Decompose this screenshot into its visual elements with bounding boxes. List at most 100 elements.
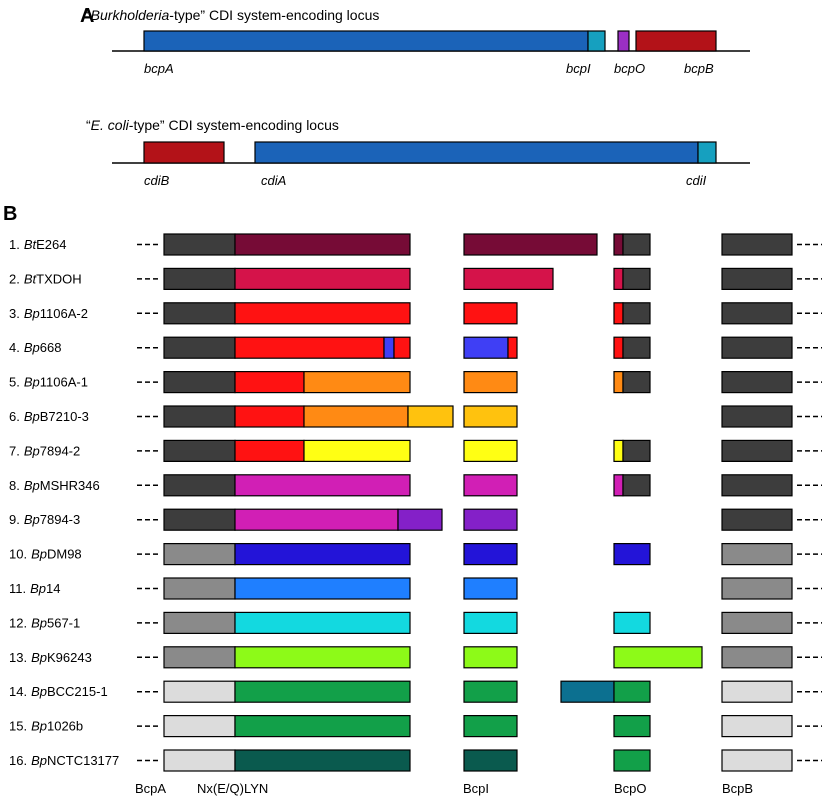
bcpB-block: [721, 474, 793, 497]
bcpI-block: [463, 611, 518, 635]
strain-row: 9. Bp7894-3: [9, 508, 822, 531]
strain-label: 8. BpMSHR346: [9, 478, 100, 493]
strain-label: 16. BpNCTC13177: [9, 753, 119, 768]
extra-gene-block: [560, 680, 615, 703]
bcpA-ct-segment: [393, 336, 411, 359]
gene-bcpI: [587, 30, 606, 52]
bcpA-ct-segment: [234, 508, 399, 531]
strain-row: 11. Bp14: [9, 577, 822, 600]
strain-row: 14. BpBCC215-1: [9, 680, 822, 703]
strain-label: 2. BtTXDOH: [9, 271, 82, 286]
strain-row: 7. Bp7894-2: [9, 439, 822, 462]
gene-bcpO: [617, 30, 630, 52]
locus2-title: “E. coli-type” CDI system-encoding locus: [86, 117, 339, 133]
bcpA-conserved-region: [163, 680, 236, 703]
strain-label: 14. BpBCC215-1: [9, 684, 108, 699]
bcpO-block: [613, 611, 651, 635]
gene-label-bcpA: bcpA: [144, 61, 174, 76]
bcpI-block: [463, 336, 509, 359]
strain-row: 1. BtE264: [9, 233, 822, 256]
bcpA-conserved-region: [163, 439, 236, 462]
bcpO-conserved-region: [622, 267, 651, 290]
footer-bcpO: BcpO: [614, 781, 647, 796]
bcpA-ct-segment: [303, 371, 411, 394]
bcpI-block: [463, 302, 518, 325]
locus1: bcpA bcpI bcpO bcpB: [112, 30, 750, 76]
bcpI-block: [463, 714, 518, 738]
footer-bcpI: BcpI: [463, 781, 489, 796]
bcpB-block: [721, 267, 793, 290]
bcpA-ct-segment: [234, 714, 411, 738]
bcpO-nt-segment: [613, 302, 624, 325]
bcpO-conserved-region: [622, 233, 651, 256]
bcpB-block: [721, 680, 793, 703]
bcpO-conserved-region: [622, 474, 651, 497]
bcpB-block: [721, 233, 793, 256]
strain-label: 6. BpB7210-3: [9, 409, 89, 424]
bcpA-ct-segment: [234, 749, 411, 772]
bcpA-ct-segment: [234, 542, 411, 566]
bcpA-ct-segment: [234, 439, 305, 462]
bcpA-ct-segment: [234, 611, 411, 635]
bcpI-block: [507, 336, 518, 359]
bcpO-block: [613, 542, 651, 566]
bcpO-nt-segment: [613, 336, 624, 359]
bcpA-ct-segment: [234, 405, 305, 428]
bcpB-block: [721, 439, 793, 462]
strain-row: 3. Bp1106A-2: [9, 302, 822, 325]
bcpO-nt-segment: [613, 474, 624, 497]
bcpA-ct-segment: [383, 336, 395, 359]
bcpA-ct-segment: [303, 405, 409, 428]
bcpI-block: [463, 439, 518, 462]
bcpA-conserved-region: [163, 474, 236, 497]
strain-row: 5. Bp1106A-1: [9, 371, 822, 394]
strain-row: 2. BtTXDOH: [9, 267, 822, 290]
bcpO-block: [613, 680, 651, 703]
strain-row: 6. BpB7210-3: [9, 405, 822, 428]
bcpB-block: [721, 714, 793, 738]
bcpB-block: [721, 749, 793, 772]
bcpA-conserved-region: [163, 577, 236, 600]
bcpA-conserved-region: [163, 371, 236, 394]
bcpB-block: [721, 302, 793, 325]
panel-b-label: B: [3, 203, 17, 225]
bcpA-ct-segment: [234, 302, 411, 325]
bcpA-ct-segment: [234, 233, 411, 256]
strain-row: 8. BpMSHR346: [9, 474, 822, 497]
bcpB-block: [721, 577, 793, 600]
strain-label: 4. Bp668: [9, 340, 61, 355]
bcpA-conserved-region: [163, 267, 236, 290]
bcpO-conserved-region: [622, 336, 651, 359]
bcpO-block: [613, 749, 651, 772]
bcpO-nt-segment: [613, 233, 624, 256]
strain-label: 9. Bp7894-3: [9, 512, 80, 527]
bcpB-block: [721, 371, 793, 394]
bcpA-ct-segment: [234, 646, 411, 669]
footer-motif: Nx(E/Q)LYN: [197, 781, 268, 796]
bcpB-block: [721, 508, 793, 531]
strain-label: 1. BtE264: [9, 237, 67, 252]
footer-bcpB: BcpB: [722, 781, 753, 796]
footer-bcpA: BcpA: [135, 781, 166, 796]
bcpI-block: [463, 646, 518, 669]
bcpO-nt-segment: [613, 439, 624, 462]
bcpB-block: [721, 542, 793, 566]
bcpA-ct-segment: [234, 371, 305, 394]
strain-label: 15. Bp1026b: [9, 719, 83, 734]
strain-label: 13. BpK96243: [9, 650, 92, 665]
bcpA-ct-segment: [234, 336, 385, 359]
bcpA-conserved-region: [163, 508, 236, 531]
gene-label-bcpB: bcpB: [684, 61, 714, 76]
strain-rows: 1. BtE264 2. BtTXDOH 3. Bp1106A-2 4. Bp668 5. Bp1…: [9, 233, 822, 772]
locus1-title: “Burkholderia-type” CDI system-encoding …: [86, 7, 379, 23]
bcpA-ct-segment: [407, 405, 454, 428]
bcpO-nt-segment: [613, 371, 624, 394]
bcpI-block: [463, 233, 598, 256]
bcpO-conserved-region: [622, 439, 651, 462]
bcpA-ct-segment: [234, 267, 411, 290]
bcpI-block: [463, 508, 518, 531]
bcpB-block: [721, 336, 793, 359]
bcpA-conserved-region: [163, 302, 236, 325]
strain-label: 10. BpDM98: [9, 547, 82, 562]
